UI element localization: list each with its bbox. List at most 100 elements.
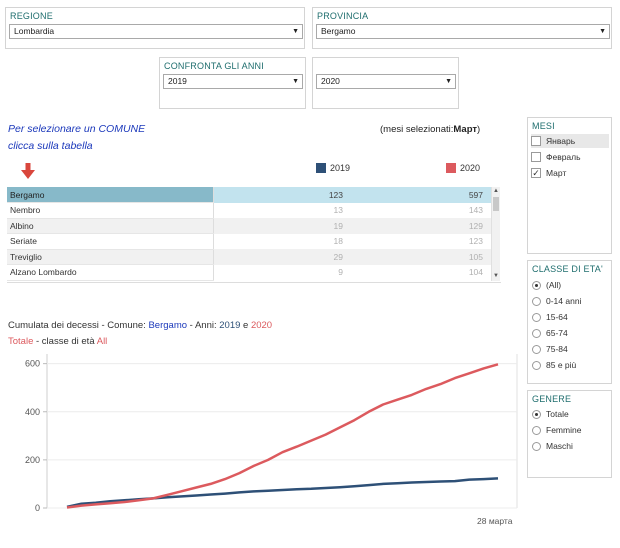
value-2019[interactable]: 123	[213, 187, 353, 203]
hint-line-2: clicca sulla tabella	[8, 140, 93, 152]
regione-value: Lombardia	[14, 26, 55, 36]
classe-label: 75-84	[546, 344, 568, 354]
chevron-down-icon: ▼	[292, 28, 299, 35]
chart-title-part1: Cumulata dei decessi - Comune:	[8, 320, 149, 331]
legend-2020-label: 2020	[460, 163, 481, 173]
genere-item[interactable]: Femmine	[532, 423, 581, 437]
value-2020[interactable]: 104	[468, 267, 483, 278]
chevron-down-icon: ▼	[445, 78, 452, 85]
year-b-select[interactable]: 2020 ▼	[316, 74, 456, 89]
legend-2019-swatch	[316, 163, 326, 173]
value-2020[interactable]: 597	[353, 187, 493, 203]
chart-title-comune: Bergamo	[148, 320, 188, 331]
classe-item[interactable]: 85 e più	[532, 358, 576, 372]
radio-icon[interactable]	[532, 441, 541, 451]
radio-icon[interactable]	[532, 360, 541, 370]
chart-title-line-2: Totale - classe di età All	[8, 334, 272, 350]
chart-title-line-1: Cumulata dei decessi - Comune: Bergamo -…	[8, 318, 272, 334]
radio-icon[interactable]	[532, 312, 541, 322]
selected-months-value: Март	[453, 124, 478, 135]
classe-item[interactable]: 0-14 anni	[532, 294, 581, 308]
year-a-value: 2019	[168, 76, 187, 86]
mesi-label: Январь	[546, 136, 576, 146]
y-tick-label: 200	[25, 455, 40, 465]
year-b-value: 2020	[321, 76, 340, 86]
confronta-filter-a: CONFRONTA GLI ANNI 2019 ▼	[159, 57, 306, 109]
value-2020[interactable]: 123	[468, 236, 483, 247]
table-bottom-border	[7, 282, 501, 283]
table-scrollbar[interactable]: ▲ ▼	[491, 187, 500, 281]
checkbox-icon[interactable]	[531, 136, 541, 146]
legend-2019-label: 2019	[330, 163, 351, 173]
value-2019[interactable]: 19	[213, 218, 353, 234]
chart-title-eta: All	[96, 336, 108, 347]
value-2019[interactable]: 13	[333, 205, 343, 216]
mesi-title: MESI	[532, 121, 555, 131]
comune-name[interactable]: Bergamo	[7, 187, 214, 203]
table-row[interactable]: Nembro 13 143	[7, 202, 493, 219]
classe-item[interactable]: 65-74	[532, 326, 568, 340]
radio-icon[interactable]	[532, 328, 541, 338]
radio-icon[interactable]	[532, 344, 541, 354]
table-row[interactable]: Treviglio 29 105	[7, 249, 493, 265]
radio-icon[interactable]	[532, 425, 541, 435]
series-line-2019	[66, 477, 499, 509]
table-row[interactable]: Seriate 18 123	[7, 233, 493, 250]
checkbox-icon[interactable]	[531, 152, 541, 162]
genere-item[interactable]: Totale	[532, 407, 569, 421]
table-row[interactable]: Alzano Lombardo 9 104	[7, 264, 493, 281]
genere-label: Maschi	[546, 441, 573, 451]
chart-title-totale: Totale	[8, 336, 34, 347]
classe-item[interactable]: 15-64	[532, 310, 568, 324]
mesi-item-marzo[interactable]: ✓ Март	[531, 166, 566, 180]
year-a-select[interactable]: 2019 ▼	[163, 74, 303, 89]
y-tick-label: 400	[25, 407, 40, 417]
genere-label: Femmine	[546, 425, 582, 435]
table-row[interactable]: Bergamo 123 597	[7, 187, 493, 203]
classe-item[interactable]: (All)	[532, 278, 561, 292]
value-2019[interactable]: 18	[333, 236, 343, 247]
mesi-item-febbraio[interactable]: Февраль	[531, 150, 581, 164]
chart-title-part2: - Anni:	[187, 320, 220, 331]
provincia-filter: PROVINCIA Bergamo ▼	[312, 7, 612, 49]
scroll-thumb[interactable]	[493, 197, 499, 211]
value-2019[interactable]: 9	[338, 267, 343, 278]
genere-filter: GENERE Totale Femmine Maschi	[527, 390, 612, 478]
hint-line-1: Per selezionare un COMUNE	[8, 123, 146, 135]
scroll-down-icon[interactable]: ▼	[493, 273, 499, 279]
y-tick-label: 600	[25, 359, 40, 369]
chart-title-part3: - classe di età	[33, 336, 97, 347]
radio-icon[interactable]	[532, 280, 541, 290]
checkmark-icon[interactable]: ✓	[531, 168, 541, 178]
comune-name[interactable]: Alzano Lombardo	[7, 264, 214, 281]
genere-title: GENERE	[532, 394, 572, 404]
value-2020[interactable]: 105	[353, 249, 493, 265]
comune-name[interactable]: Seriate	[7, 233, 214, 250]
chart-title-year-a: 2019	[219, 320, 241, 331]
provincia-select[interactable]: Bergamo ▼	[316, 24, 610, 39]
classe-label: (All)	[546, 280, 562, 290]
genere-item[interactable]: Maschi	[532, 439, 573, 453]
table-row[interactable]: Albino 19 129	[7, 218, 493, 234]
chart-title-and: e	[240, 320, 251, 331]
value-2020[interactable]: 143	[468, 205, 483, 216]
legend-2020-swatch	[446, 163, 456, 173]
scroll-up-icon[interactable]: ▲	[493, 188, 499, 194]
value-2019[interactable]: 29	[213, 249, 353, 265]
radio-icon[interactable]	[532, 296, 541, 306]
value-2020[interactable]: 129	[353, 218, 493, 234]
mesi-item-gennaio[interactable]: Январь	[531, 134, 609, 148]
comune-name[interactable]: Nembro	[7, 202, 214, 219]
mesi-label: Март	[546, 168, 567, 178]
regione-select[interactable]: Lombardia ▼	[9, 24, 303, 39]
genere-label: Totale	[546, 409, 569, 419]
x-axis-end-label: 28 марта	[477, 516, 513, 526]
comune-name[interactable]: Albino	[7, 218, 214, 234]
classe-item[interactable]: 75-84	[532, 342, 568, 356]
arrow-down-icon	[21, 163, 35, 179]
comune-name[interactable]: Treviglio	[7, 249, 214, 265]
provincia-value: Bergamo	[321, 26, 356, 36]
provincia-title: PROVINCIA	[317, 11, 369, 21]
radio-icon[interactable]	[532, 409, 541, 419]
confronta-filter-b: 2020 ▼	[312, 57, 459, 109]
